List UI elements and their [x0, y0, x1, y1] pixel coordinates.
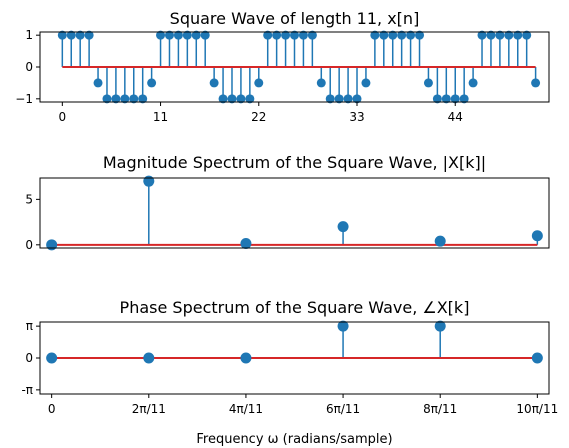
x-tick-label: 0 — [48, 402, 56, 416]
stem-marker — [245, 94, 255, 104]
stem-marker — [120, 94, 130, 104]
stem-marker — [75, 30, 85, 40]
chart-1 — [36, 30, 550, 106]
stem-marker — [397, 30, 407, 40]
x-axis-label: Frequency ω (radians/sample) — [196, 432, 392, 447]
stem-marker — [46, 352, 58, 364]
stem-marker — [209, 78, 219, 88]
stem-marker — [182, 30, 192, 40]
chart-title: Magnitude Spectrum of the Square Wave, |… — [103, 153, 486, 172]
chart-title: Phase Spectrum of the Square Wave, ∠X[k] — [120, 298, 470, 317]
stem-marker — [441, 94, 451, 104]
x-tick-label: 6π/11 — [326, 402, 360, 416]
stem-marker — [218, 94, 228, 104]
chart-title: Square Wave of length 11, x[n] — [170, 9, 420, 28]
stem-marker — [236, 94, 246, 104]
stem-marker — [361, 78, 371, 88]
stem-marker — [343, 94, 353, 104]
stem-marker — [513, 30, 523, 40]
stem-marker — [156, 30, 166, 40]
chart-2 — [36, 175, 550, 251]
x-tick-label: 11 — [153, 110, 168, 124]
stem-marker — [290, 30, 299, 40]
axes-frame — [39, 177, 550, 249]
stem-marker — [388, 30, 398, 40]
y-tick-label: −1 — [15, 92, 33, 106]
y-tick-label: π — [26, 319, 33, 333]
chart-3 — [36, 320, 550, 398]
stem-marker — [254, 78, 264, 88]
stem-marker — [240, 352, 252, 364]
stem-marker — [147, 78, 157, 88]
y-tick-label: 5 — [25, 192, 33, 206]
stem-marker — [370, 30, 380, 40]
stem-marker — [468, 78, 478, 88]
stem-marker — [240, 237, 252, 249]
stem-marker — [57, 30, 67, 40]
stem-marker — [531, 78, 541, 88]
y-tick-label: 1 — [25, 28, 33, 42]
stem-marker — [415, 30, 425, 40]
stem-marker — [138, 94, 148, 104]
stem-marker — [325, 94, 335, 104]
stem-marker — [227, 94, 237, 104]
stem-marker — [143, 352, 155, 364]
x-tick-label: 22 — [251, 110, 266, 124]
x-tick-label: 4π/11 — [229, 402, 263, 416]
stem-marker — [459, 94, 469, 104]
stem-marker — [298, 30, 308, 40]
y-tick-label: 0 — [25, 351, 33, 365]
stem-marker — [66, 30, 76, 40]
stem-marker — [531, 230, 543, 242]
x-tick-label: 33 — [349, 110, 364, 124]
y-tick-label: -π — [21, 383, 33, 397]
x-tick-label: 0 — [59, 110, 67, 124]
stem-marker — [93, 78, 103, 88]
stem-marker — [522, 30, 532, 40]
stem-marker — [307, 30, 317, 40]
stem-marker — [111, 94, 121, 104]
stem-marker — [352, 94, 362, 104]
stem-marker — [337, 320, 349, 332]
stem-marker — [191, 30, 201, 40]
stem-marker — [102, 94, 112, 104]
x-tick-label: 10π/11 — [516, 402, 558, 416]
stem-marker — [334, 94, 344, 104]
stem-marker — [263, 30, 273, 40]
stem-marker — [477, 30, 487, 40]
stem-marker — [379, 30, 389, 40]
stem-marker — [495, 30, 505, 40]
stem-marker — [434, 235, 446, 247]
stem-marker — [173, 30, 183, 40]
x-tick-label: 8π/11 — [423, 402, 457, 416]
stem-marker — [129, 94, 139, 104]
x-tick-label: 44 — [448, 110, 463, 124]
y-tick-label: 0 — [25, 60, 33, 74]
stem-marker — [486, 30, 496, 40]
y-tick-label: 0 — [25, 238, 33, 252]
stem-marker — [406, 30, 416, 40]
stem-marker — [531, 352, 543, 364]
stem-marker — [143, 175, 155, 187]
stem-marker — [504, 30, 514, 40]
stem-marker — [450, 94, 460, 104]
stem-marker — [432, 94, 442, 104]
stem-marker — [337, 221, 349, 233]
stem-marker — [164, 30, 174, 40]
stem-marker — [272, 30, 282, 40]
stem-marker — [200, 30, 210, 40]
stem-marker — [281, 30, 291, 40]
stem-marker — [316, 78, 326, 88]
stem-marker — [84, 30, 94, 40]
stem-marker — [46, 239, 58, 251]
stem-marker — [423, 78, 433, 88]
stem-marker — [434, 320, 446, 332]
x-tick-label: 2π/11 — [132, 402, 166, 416]
